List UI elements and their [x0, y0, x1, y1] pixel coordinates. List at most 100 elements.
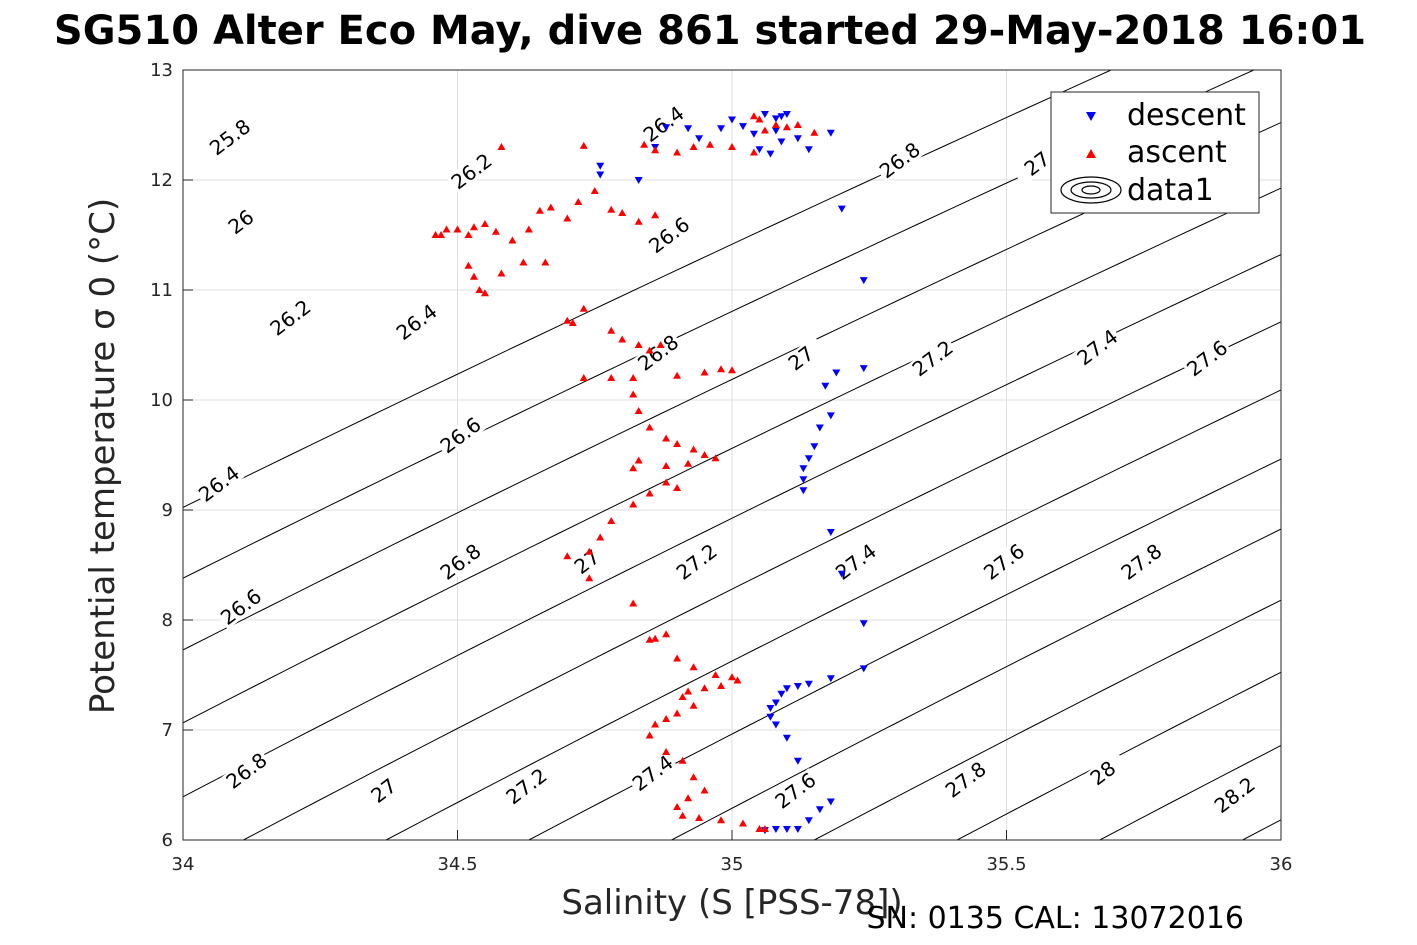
contour-label-bg: [193, 461, 245, 507]
ascent-point: [678, 811, 687, 819]
ascent-point: [673, 371, 682, 379]
x-tick-label: 35: [721, 854, 744, 875]
ascent-point: [749, 148, 758, 156]
grid-lines: [182, 69, 1282, 841]
contour-label-bg: [221, 748, 272, 794]
descent-point: [837, 205, 846, 213]
ascent-point: [728, 366, 736, 374]
ascent-point: [437, 231, 446, 238]
contour-label-bg: [1182, 335, 1233, 381]
contour-label-bg: [435, 412, 486, 458]
ascent-point: [585, 574, 594, 582]
legend-descent-marker: [1086, 112, 1096, 121]
ascent-point: [760, 126, 769, 134]
y-tick-label: 12: [150, 170, 173, 191]
descent-point: [804, 680, 813, 688]
ascent-point: [689, 143, 698, 150]
ascent-point: [689, 773, 698, 781]
ascent-point: [568, 319, 577, 326]
descent-point: [777, 113, 786, 121]
ascent-point: [695, 814, 704, 821]
descent-point: [777, 690, 786, 698]
ascent-point: [607, 374, 616, 381]
y-axis-label-text: Potential temperature σ 0 (°C): [83, 198, 123, 714]
descent-point: [821, 382, 830, 390]
ascent-point: [629, 500, 638, 508]
descent-point: [859, 365, 868, 373]
ascent-point: [464, 261, 473, 269]
ascent-point: [711, 454, 720, 462]
ascent-point: [689, 663, 698, 671]
descent-point: [728, 116, 736, 124]
ascent-point: [645, 423, 654, 431]
descent-point: [771, 115, 780, 123]
contour-label-bg: [446, 148, 497, 194]
ascent-point: [579, 374, 588, 381]
ascent-point: [738, 819, 747, 827]
contour-label-bg: [1077, 750, 1129, 796]
descent-point: [755, 146, 764, 154]
contour-label-bg: [775, 335, 827, 381]
descent-point: [793, 757, 802, 765]
ascent-point: [706, 140, 715, 148]
contour-label-bg: [561, 539, 613, 585]
descent-point: [684, 125, 693, 133]
ascent-point: [480, 220, 489, 227]
y-tick-label: 13: [150, 60, 173, 81]
ascent-point: [689, 445, 698, 453]
ascent-point: [596, 533, 605, 541]
ascent-point: [711, 671, 720, 678]
descent-point: [695, 135, 704, 143]
contour-label-bg: [204, 114, 256, 160]
ascent-point: [656, 341, 665, 348]
descent-point: [771, 699, 780, 707]
x-tick-label: 34: [172, 854, 195, 875]
ascent-point: [760, 825, 769, 832]
ascent-point: [755, 115, 764, 123]
y-tick-label: 11: [150, 280, 173, 301]
descent-point: [826, 412, 835, 420]
descent-point: [634, 177, 643, 184]
contour-label-bg: [907, 335, 958, 381]
ascent-point: [684, 687, 693, 695]
descent-point: [777, 138, 786, 146]
ascent-point: [662, 715, 671, 722]
descent-point: [837, 570, 846, 578]
isopycnal-line: [814, 599, 1281, 840]
ascent-point: [651, 634, 660, 642]
descent-point: [826, 529, 835, 536]
isopycnal-line: [183, 70, 1255, 579]
contour-label-bg: [940, 757, 991, 803]
ascent-point: [651, 720, 660, 728]
descent-point: [793, 826, 802, 833]
isopycnal-line: [183, 254, 1281, 798]
descent-point: [596, 162, 605, 170]
descent-point: [771, 721, 780, 729]
y-tick-label: 8: [162, 610, 173, 631]
legend: descent ascent data1: [1050, 91, 1260, 214]
ascent-point: [453, 225, 462, 233]
ascent-point: [673, 440, 682, 447]
ascent-point: [634, 407, 643, 414]
contour-label-bg: [671, 539, 722, 585]
ascent-point: [678, 693, 687, 700]
descent-point: [799, 476, 808, 484]
descent-point: [832, 369, 841, 377]
contour-label-bg: [633, 330, 684, 376]
descent-point: [766, 705, 775, 712]
ascent-point: [519, 258, 528, 266]
legend-ascent-label: ascent: [1127, 135, 1227, 170]
ascent-point: [662, 434, 671, 442]
y-axis-ticks: 6 7 8 9 10 11 12 13: [150, 60, 193, 851]
ascent-point: [480, 289, 489, 297]
isopycnal-line: [671, 528, 1281, 840]
data-points: [431, 111, 868, 835]
ascent-point: [728, 673, 736, 681]
ascent-point: [464, 231, 473, 238]
ascent-point: [689, 701, 698, 709]
contour-label-bg: [358, 768, 409, 814]
descent-point: [782, 111, 791, 118]
descent-point: [782, 826, 791, 833]
ascent-point: [728, 143, 736, 150]
